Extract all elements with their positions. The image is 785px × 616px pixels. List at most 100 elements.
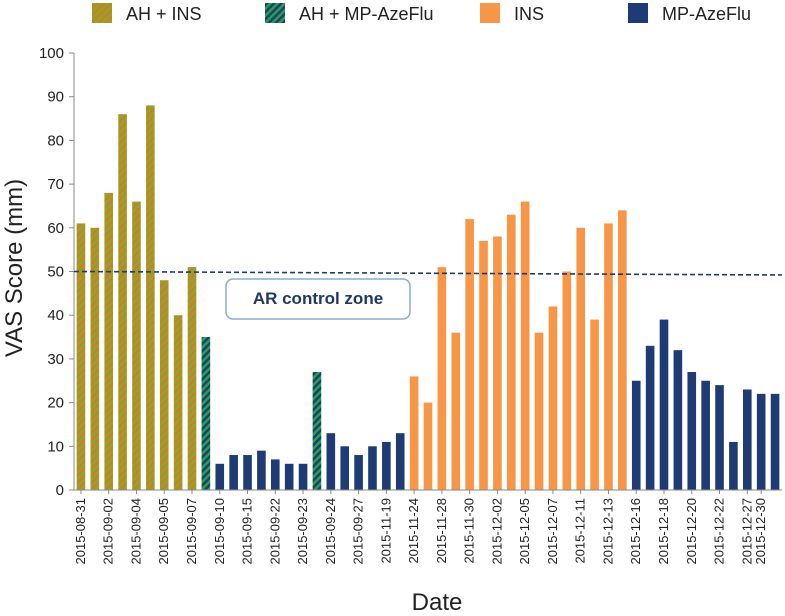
y-axis-title: VAS Score (mm) bbox=[1, 179, 28, 357]
bar bbox=[340, 446, 350, 490]
bar bbox=[645, 345, 655, 490]
legend-swatch bbox=[92, 3, 112, 23]
bar bbox=[270, 459, 280, 490]
x-tick-label: 2015-09-07 bbox=[184, 498, 199, 565]
bar bbox=[382, 441, 391, 490]
y-tick-label: 70 bbox=[47, 176, 64, 193]
ar-control-zone: AR control zone bbox=[73, 270, 783, 320]
bar bbox=[520, 201, 530, 490]
x-tick-label: 2015-09-05 bbox=[156, 498, 171, 565]
bar bbox=[215, 463, 225, 490]
x-tick-label: 2015-12-20 bbox=[684, 498, 699, 565]
x-tick-label: 2015-11-28 bbox=[434, 498, 449, 564]
x-tick-label: 2015-09-15 bbox=[240, 498, 255, 565]
bar bbox=[395, 433, 405, 490]
y-tick-label: 80 bbox=[47, 132, 64, 149]
bar bbox=[118, 114, 127, 491]
x-tick-label: 2015-12-18 bbox=[656, 498, 671, 565]
x-tick-label: 2015-09-24 bbox=[323, 498, 338, 565]
x-axis-title: Date bbox=[412, 589, 463, 616]
bar bbox=[104, 192, 114, 490]
bar bbox=[659, 319, 669, 490]
bar bbox=[756, 393, 766, 490]
ar-control-line bbox=[73, 270, 783, 276]
bar bbox=[562, 271, 572, 490]
bar bbox=[159, 280, 169, 490]
bar bbox=[604, 223, 613, 490]
bar bbox=[479, 240, 488, 490]
bar bbox=[90, 227, 100, 491]
bar bbox=[687, 372, 697, 490]
chart-legend: AH + INS AH + MP-AzeFlu INS MP-AzeFlu bbox=[92, 3, 751, 24]
legend-label: AH + MP-AzeFlu bbox=[299, 4, 434, 24]
x-axis: 2015-08-31 2015-09-02 2015-09-04 2015-09-05… bbox=[73, 489, 782, 565]
y-tick-label: 40 bbox=[47, 307, 64, 324]
bar bbox=[368, 446, 377, 490]
bar bbox=[312, 372, 322, 490]
bar bbox=[590, 319, 599, 490]
bar bbox=[354, 455, 363, 490]
legend-swatch bbox=[265, 3, 285, 23]
ar-control-zone-label: AR control zone bbox=[253, 289, 383, 308]
bar bbox=[715, 385, 724, 490]
bar bbox=[76, 223, 86, 490]
x-tick-label: 2015-09-27 bbox=[351, 498, 366, 565]
bar bbox=[284, 463, 294, 490]
bars-group bbox=[76, 105, 780, 491]
x-tick-label: 2015-12-22 bbox=[712, 498, 727, 565]
x-tick-label: 2015-09-02 bbox=[101, 498, 116, 565]
x-tick-label: 2015-12-16 bbox=[628, 498, 643, 565]
bar bbox=[576, 227, 586, 491]
y-tick-label: 10 bbox=[47, 438, 64, 455]
y-axis: 0 10 20 30 40 50 60 70 80 90 100 bbox=[39, 45, 75, 499]
x-tick-label: 2015-09-23 bbox=[295, 498, 310, 565]
bar bbox=[534, 332, 544, 490]
bar bbox=[493, 236, 502, 490]
bar bbox=[437, 267, 447, 490]
bar bbox=[618, 210, 627, 490]
x-tick-label: 2015-12-27 bbox=[739, 498, 754, 565]
bar bbox=[631, 380, 641, 490]
legend-label: INS bbox=[514, 4, 544, 24]
legend-label: MP-AzeFlu bbox=[662, 4, 751, 24]
x-tick-label: 2015-12-13 bbox=[600, 498, 615, 565]
x-tick-label: 2015-12-02 bbox=[489, 498, 504, 565]
bar bbox=[146, 105, 155, 490]
bar bbox=[548, 306, 558, 490]
bar bbox=[173, 315, 183, 490]
bar bbox=[298, 463, 308, 490]
x-tick-label: 2015-11-19 bbox=[378, 498, 393, 564]
bar bbox=[229, 455, 238, 490]
bar bbox=[409, 376, 419, 490]
bar bbox=[742, 389, 752, 490]
legend-label: AH + INS bbox=[126, 4, 202, 24]
bar bbox=[506, 214, 516, 490]
bar bbox=[770, 393, 780, 490]
x-tick-label: 2015-12-07 bbox=[545, 498, 560, 565]
legend-swatch bbox=[480, 3, 500, 23]
x-tick-label: 2015-09-22 bbox=[267, 498, 282, 565]
bar bbox=[257, 450, 266, 490]
y-tick-label: 60 bbox=[47, 220, 64, 237]
bar bbox=[187, 267, 197, 490]
bar bbox=[201, 337, 211, 490]
x-tick-label: 2015-09-04 bbox=[128, 498, 143, 565]
x-tick-label: 2015-11-30 bbox=[462, 498, 477, 564]
x-tick-label: 2015-11-24 bbox=[406, 498, 421, 564]
bar bbox=[701, 380, 710, 490]
bar bbox=[451, 332, 461, 490]
bar bbox=[465, 219, 474, 490]
y-tick-label: 20 bbox=[47, 395, 64, 412]
y-tick-label: 100 bbox=[39, 45, 64, 62]
bar bbox=[729, 441, 738, 490]
bar bbox=[326, 433, 336, 490]
x-tick-label: 2015-09-10 bbox=[212, 498, 227, 565]
bar bbox=[243, 455, 252, 490]
y-tick-label: 0 bbox=[56, 482, 64, 499]
legend-swatch bbox=[628, 3, 648, 23]
x-tick-label: 2015-08-31 bbox=[73, 498, 88, 565]
y-tick-label: 30 bbox=[47, 351, 64, 368]
x-tick-label: 2015-12-05 bbox=[517, 498, 532, 565]
y-tick-label: 50 bbox=[47, 264, 64, 281]
x-tick-label: 2015-12-11 bbox=[573, 498, 588, 564]
